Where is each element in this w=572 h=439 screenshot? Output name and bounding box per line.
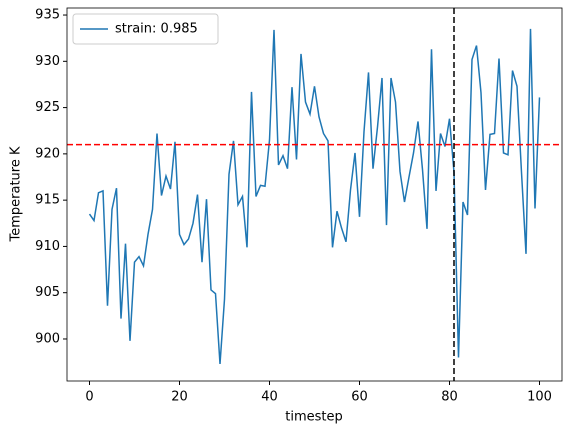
x-axis-label: timestep (285, 410, 343, 425)
x-tick-label: 100 (527, 390, 552, 405)
y-tick-label: 920 (35, 146, 60, 161)
y-tick-label: 915 (35, 193, 60, 208)
y-axis-label: Temperature K (9, 146, 24, 242)
y-tick-label: 925 (35, 100, 60, 115)
data-line (88, 28, 541, 365)
y-tick-label: 900 (35, 331, 60, 346)
x-tick-label: 40 (261, 390, 278, 405)
y-tick-label: 935 (35, 8, 60, 23)
y-tick-label: 930 (35, 54, 60, 69)
y-tick-label: 905 (35, 285, 60, 300)
x-tick-label: 20 (171, 390, 188, 405)
x-tick-label: 60 (351, 390, 368, 405)
plot-frame (66, 7, 563, 382)
legend-box (72, 13, 219, 45)
x-tick-label: 0 (85, 390, 93, 405)
x-tick-label: 80 (441, 390, 458, 405)
legend-label: strain: 0.985 (115, 22, 198, 37)
y-tick-label: 910 (35, 239, 60, 254)
